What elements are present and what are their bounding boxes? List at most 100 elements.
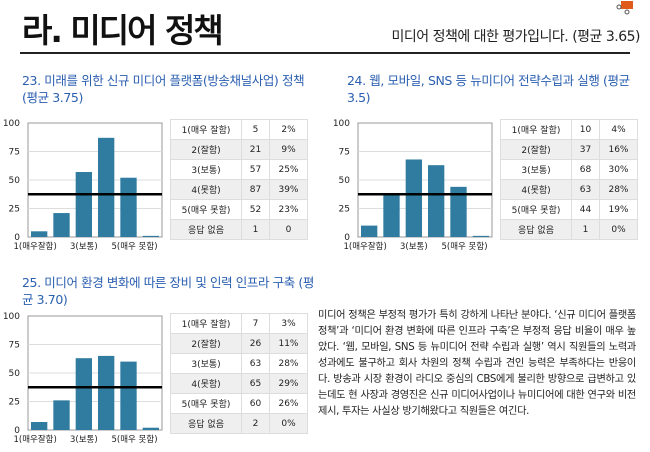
table-row: 5(매우 못함) 44 19% xyxy=(500,199,638,220)
response-label: 5(매우 못함) xyxy=(170,393,242,414)
response-label: 2(잘함) xyxy=(170,139,242,160)
response-count: 65 xyxy=(241,373,270,394)
response-percent: 28% xyxy=(599,179,638,200)
bar-3(보통) xyxy=(75,358,92,430)
response-percent: 39% xyxy=(269,179,308,200)
response-count: 63 xyxy=(241,353,270,374)
response-label: 4(못함) xyxy=(170,373,242,394)
response-label: 응답 없음 xyxy=(170,413,242,434)
response-count: 63 xyxy=(571,179,600,200)
bar-4(못함) xyxy=(428,165,445,237)
table-row: 1(매우 잘함) 10 4% xyxy=(500,119,638,140)
x-tick-label: 3(보통) xyxy=(70,242,98,252)
response-label: 5(매우 못함) xyxy=(500,199,572,220)
bar-3(보통) xyxy=(75,172,92,237)
table-row: 4(못함) 65 29% xyxy=(170,373,308,394)
table-row: 5(매우 못함) 52 23% xyxy=(170,199,308,220)
table-row: 2(잘함) 37 16% xyxy=(500,139,638,160)
y-tick-label: 0 xyxy=(344,233,350,243)
y-tick-label: 100 xyxy=(3,312,20,322)
y-tick-label: 75 xyxy=(339,148,350,158)
table-row: 4(못함) 87 39% xyxy=(170,179,308,200)
response-percent: 19% xyxy=(599,199,638,220)
response-percent: 9% xyxy=(269,139,308,160)
y-tick-label: 50 xyxy=(9,369,21,379)
x-tick-label: 1(매우잘함) xyxy=(344,241,387,252)
logo-icon xyxy=(615,0,641,15)
response-label: 5(매우 못함) xyxy=(170,199,242,220)
bar-5(매우 못함) xyxy=(120,361,137,430)
y-tick-label: 50 xyxy=(9,176,21,186)
bar-1(매우잘함) xyxy=(361,225,378,237)
response-percent: 26% xyxy=(269,393,308,414)
page-title: 라. 미디어 정책 xyxy=(22,11,224,50)
y-tick-label: 50 xyxy=(339,176,351,186)
response-percent: 2% xyxy=(269,119,308,140)
bar-응답 없음 xyxy=(142,427,159,430)
question-25-chart: 0 25 50 75 100 1(매우잘함) 3(보통) 5(매우 못함) xyxy=(0,308,163,445)
table-row: 3(보통) 68 30% xyxy=(500,159,638,180)
y-tick-label: 100 xyxy=(333,119,350,129)
bar-4(못함) xyxy=(98,355,115,430)
response-percent: 29% xyxy=(269,373,308,394)
question-25-title: 25. 미디어 환경 변화에 따른 장비 및 인력 인프라 구축 (평균 3.7… xyxy=(22,275,314,307)
x-tick-label: 1(매우잘함) xyxy=(14,241,57,252)
bar-5(매우 못함) xyxy=(120,177,137,237)
y-tick-label: 0 xyxy=(14,426,20,436)
response-count: 57 xyxy=(241,159,270,180)
response-label: 3(보통) xyxy=(170,159,242,180)
page-subtitle: 미디어 정책에 대한 평가입니다. (평균 3.65) xyxy=(391,29,641,45)
response-label: 1(매우 잘함) xyxy=(170,313,242,334)
table-row: 응답 없음 2 0% xyxy=(170,413,308,434)
response-label: 응답 없음 xyxy=(500,219,572,240)
response-percent: 28% xyxy=(269,353,308,374)
question-25-table: 1(매우 잘함) 7 3% 2(잘함) 26 11% 3(보통) 63 28% 4(못함) 65 29… xyxy=(170,313,308,434)
bar-2(잘함) xyxy=(53,400,70,430)
response-count: 37 xyxy=(571,139,600,160)
bar-응답 없음 xyxy=(472,235,489,237)
response-label: 2(잘함) xyxy=(500,139,572,160)
question-23-table: 1(매우 잘함) 5 2% 2(잘함) 21 9% 3(보통) 57 25% 4(못함) 87 39%… xyxy=(170,119,308,240)
x-tick-label: 1(매우잘함) xyxy=(14,434,57,445)
table-row: 2(잘함) 21 9% xyxy=(170,139,308,160)
y-tick-label: 25 xyxy=(9,398,20,408)
response-count: 26 xyxy=(241,333,270,354)
response-count: 60 xyxy=(241,393,270,414)
title-divider xyxy=(20,52,630,54)
table-row: 3(보통) 57 25% xyxy=(170,159,308,180)
y-tick-label: 75 xyxy=(9,341,20,351)
response-count: 1 xyxy=(241,219,270,240)
response-count: 21 xyxy=(241,139,270,160)
response-percent: 0 xyxy=(269,219,308,240)
table-row: 4(못함) 63 28% xyxy=(500,179,638,200)
y-tick-label: 75 xyxy=(9,148,20,158)
response-label: 4(못함) xyxy=(170,179,242,200)
x-tick-label: 3(보통) xyxy=(400,242,428,252)
x-tick-label: 5(매우 못함) xyxy=(111,242,157,252)
response-count: 87 xyxy=(241,179,270,200)
bar-2(잘함) xyxy=(383,194,400,237)
x-tick-label: 3(보통) xyxy=(70,435,98,445)
question-24-table: 1(매우 잘함) 10 4% 2(잘함) 37 16% 3(보통) 68 30% 4(못함) 63 2… xyxy=(500,119,638,240)
response-label: 응답 없음 xyxy=(170,219,242,240)
question-24-chart: 0 25 50 75 100 1(매우잘함) 3(보통) 5(매우 못함) xyxy=(330,115,493,252)
response-percent: 16% xyxy=(599,139,638,160)
y-tick-label: 0 xyxy=(14,233,20,243)
response-label: 4(못함) xyxy=(500,179,572,200)
response-count: 68 xyxy=(571,159,600,180)
response-label: 3(보통) xyxy=(500,159,572,180)
analysis-paragraph: 미디어 정책은 부정적 평가가 특히 강하게 나타난 분야다. ‘신규 미디어 … xyxy=(318,310,636,417)
table-row: 2(잘함) 26 11% xyxy=(170,333,308,354)
bar-2(잘함) xyxy=(53,213,70,237)
response-percent: 23% xyxy=(269,199,308,220)
table-row: 응답 없음 1 0 xyxy=(170,219,308,240)
response-count: 44 xyxy=(571,199,600,220)
response-count: 7 xyxy=(241,313,270,334)
response-percent: 3% xyxy=(269,313,308,334)
response-label: 2(잘함) xyxy=(170,333,242,354)
question-23-chart: 0 25 50 75 100 1(매우잘함) 3(보통) 5(매우 못함) xyxy=(0,115,163,252)
x-tick-label: 5(매우 못함) xyxy=(111,435,157,445)
bar-5(매우 못함) xyxy=(450,186,467,237)
bar-1(매우잘함) xyxy=(31,422,48,430)
response-label: 1(매우 잘함) xyxy=(500,119,572,140)
